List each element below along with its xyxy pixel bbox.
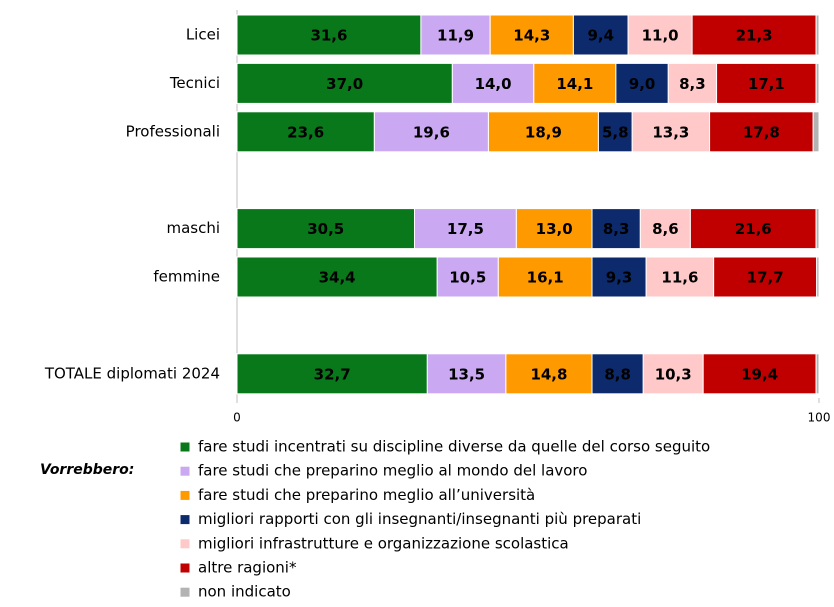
bar-segment — [716, 62, 817, 104]
bar-segment — [631, 111, 711, 153]
bar-segment — [812, 111, 820, 153]
bar-segment — [815, 208, 820, 250]
value-label: 10,5 — [449, 269, 486, 287]
value-label: 17,5 — [447, 220, 484, 238]
bar-segment — [816, 256, 820, 298]
value-label: 17,8 — [743, 123, 780, 141]
y-tick-label: maschi — [166, 219, 220, 237]
x-tick-label: 0 — [233, 411, 241, 425]
value-label: 11,6 — [661, 269, 698, 287]
legend-swatch — [179, 538, 191, 550]
bar-segment — [689, 208, 817, 250]
value-label: 14,0 — [475, 75, 512, 93]
value-label: 23,6 — [287, 123, 324, 141]
value-label: 11,9 — [437, 27, 474, 45]
value-label: 10,3 — [655, 365, 692, 383]
bar-segment — [236, 62, 453, 104]
bar-segment — [645, 256, 715, 298]
legend-swatch — [179, 514, 191, 526]
value-label: 18,9 — [525, 123, 562, 141]
bar-segment — [420, 14, 491, 56]
bar-segment — [451, 62, 535, 104]
value-label: 13,3 — [652, 123, 689, 141]
value-label: 13,0 — [536, 220, 573, 238]
value-label: 13,5 — [448, 365, 485, 383]
bar-segment — [815, 62, 820, 104]
legend-swatch — [179, 465, 191, 477]
value-label: 16,1 — [527, 269, 564, 287]
value-label: 17,7 — [747, 269, 784, 287]
bar-segment — [709, 111, 814, 153]
value-label: 14,1 — [556, 75, 593, 93]
y-tick-label: Licei — [186, 26, 220, 44]
value-label: 11,0 — [642, 27, 679, 45]
value-label: 9,4 — [587, 27, 614, 45]
bar-segment — [236, 208, 416, 250]
bar-segment — [489, 14, 574, 56]
bar-segment — [639, 208, 691, 250]
bar-segment — [627, 14, 693, 56]
bar-segment — [436, 256, 499, 298]
bar-segment — [597, 111, 633, 153]
legend-label: fare studi che preparino meglio all’univ… — [198, 486, 535, 504]
bar-segment — [815, 353, 820, 395]
bar-segment — [615, 62, 669, 104]
x-tick-label: 100 — [808, 411, 831, 425]
legend-label: fare studi che preparino meglio al mondo… — [198, 462, 587, 480]
value-label: 9,3 — [606, 269, 633, 287]
value-label: 8,3 — [679, 75, 706, 93]
y-tick-label: femmine — [153, 268, 220, 286]
value-label: 14,3 — [513, 27, 550, 45]
value-label: 19,4 — [741, 365, 778, 383]
legend-label: migliori infrastrutture e organizzazione… — [198, 534, 569, 552]
bar-segment — [815, 14, 820, 56]
legend-swatch — [179, 586, 191, 598]
y-tick-label: TOTALE diplomati 2024 — [44, 364, 220, 382]
value-label: 32,7 — [314, 365, 351, 383]
y-tick-label: Tecnici — [169, 74, 220, 92]
legend-swatch — [179, 562, 191, 574]
legend-label: migliori rapporti con gli insegnanti/ins… — [198, 510, 641, 528]
value-label: 21,3 — [736, 27, 773, 45]
bar-segment — [236, 111, 375, 153]
legend-label: altre ragioni* — [198, 559, 297, 577]
value-label: 21,6 — [735, 220, 772, 238]
value-label: 37,0 — [326, 75, 363, 93]
value-label: 34,4 — [319, 269, 356, 287]
bar-segment — [591, 208, 641, 250]
bar-segment — [691, 14, 817, 56]
bar-segment — [572, 14, 629, 56]
legend-title: Vorrebbero: — [40, 462, 134, 478]
value-label: 19,6 — [413, 123, 450, 141]
bar-segment — [713, 256, 818, 298]
legend-swatch — [179, 441, 191, 453]
bar-segment — [487, 111, 599, 153]
value-label: 5,8 — [602, 123, 629, 141]
value-label: 31,6 — [310, 27, 347, 45]
y-tick-label: Professionali — [126, 122, 220, 140]
value-label: 17,1 — [748, 75, 785, 93]
bar-segment — [236, 353, 428, 395]
bar-segment — [642, 353, 704, 395]
value-label: 14,8 — [530, 365, 567, 383]
value-label: 9,0 — [629, 75, 656, 93]
legend-label: non indicato — [198, 583, 291, 601]
legend-label: fare studi incentrati su discipline dive… — [198, 438, 710, 456]
bar-segment — [505, 353, 593, 395]
value-label: 8,3 — [603, 220, 630, 238]
bar-segment — [373, 111, 489, 153]
bar-segment — [667, 62, 718, 104]
legend-swatch — [179, 489, 191, 501]
bar-segment — [236, 256, 438, 298]
value-label: 8,6 — [652, 220, 679, 238]
bar-segment — [515, 208, 593, 250]
bar-segment — [533, 62, 617, 104]
value-label: 30,5 — [307, 220, 344, 238]
bar-segment — [236, 14, 422, 56]
value-label: 8,8 — [604, 365, 631, 383]
